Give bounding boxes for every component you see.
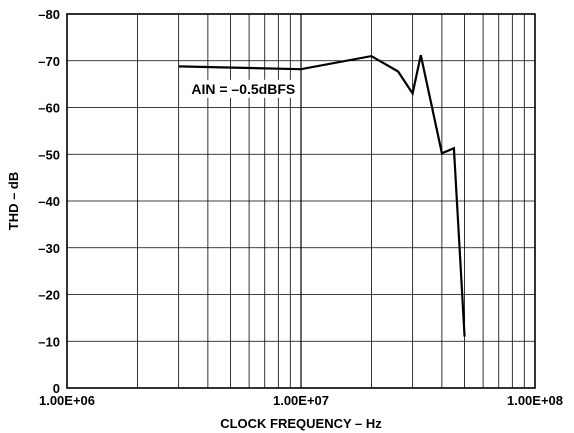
annotation-background [189, 79, 298, 98]
x-tick-label: 1.00E+07 [273, 393, 329, 408]
x-tick-label: 1.00E+06 [39, 393, 95, 408]
grid-lines [67, 14, 535, 388]
y-tick-label: 0 [53, 381, 60, 396]
y-tick-label: –60 [38, 101, 60, 116]
y-tick-label: –40 [38, 194, 60, 209]
x-tick-label: 1.00E+08 [507, 393, 563, 408]
y-tick-label: –10 [38, 334, 60, 349]
series-layer [178, 54, 466, 337]
series-line [178, 54, 466, 337]
y-tick-label: –20 [38, 288, 60, 303]
y-tick-label: –80 [38, 7, 60, 22]
x-tick-labels: 1.00E+06 1.00E+07 1.00E+08 [39, 393, 563, 408]
y-tick-labels: 0 –10 –20 –30 –40 –50 –60 –70 –80 [38, 7, 60, 396]
y-tick-label: –30 [38, 241, 60, 256]
y-tick-label: –70 [38, 54, 60, 69]
annotation-ain: AIN = –0.5dBFS [191, 81, 295, 97]
plot-frame [66, 13, 536, 389]
x-axis-label: CLOCK FREQUENCY – Hz [220, 416, 382, 431]
y-tick-label: –50 [38, 147, 60, 162]
y-axis-label: THD – dB [6, 172, 21, 231]
